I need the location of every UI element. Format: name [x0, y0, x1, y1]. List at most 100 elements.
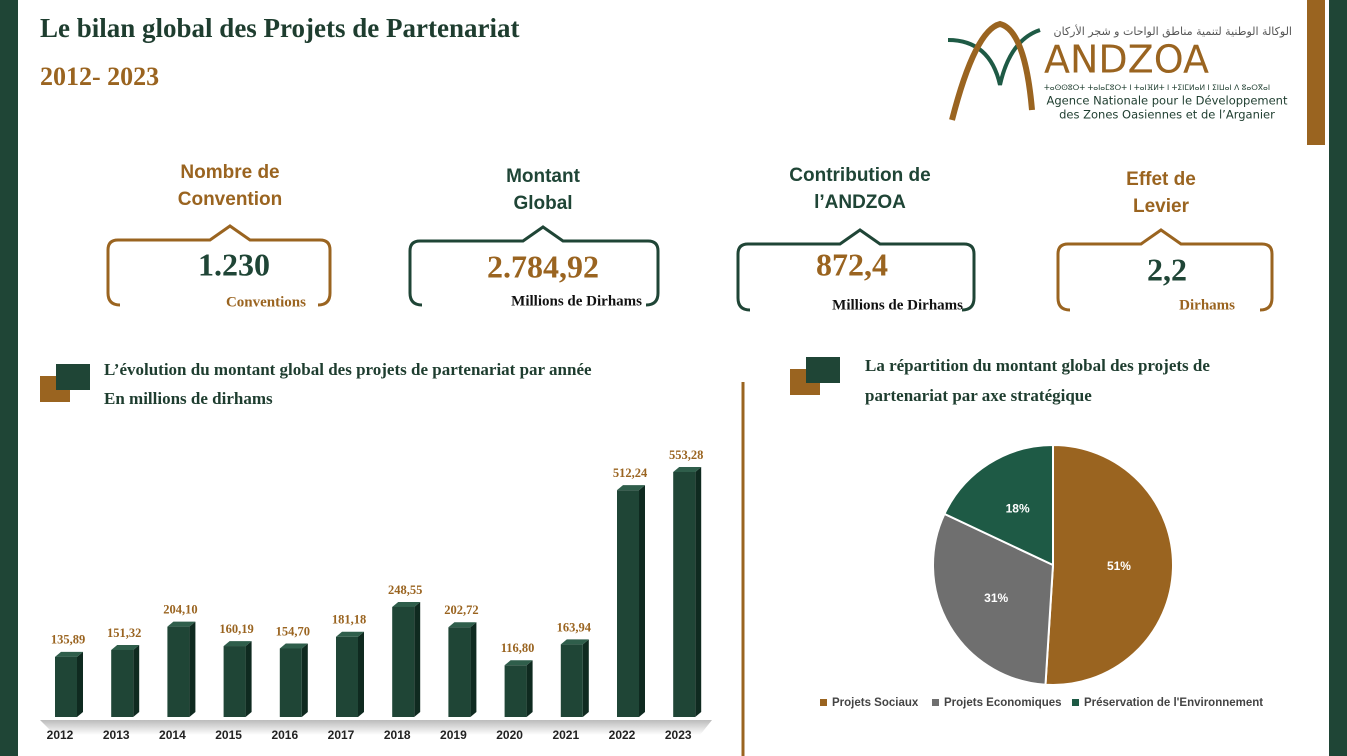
logo-name: ANDZOA [1044, 38, 1209, 82]
bar [223, 646, 246, 717]
x-tick-label: 2021 [552, 728, 579, 742]
pie-slice [943, 443, 1054, 567]
page-title: Le bilan global des Projets de Partenari… [40, 13, 519, 43]
legend-swatch [1072, 699, 1079, 706]
bar-side [245, 641, 252, 717]
chart-title: La répartition du montant global des pro… [865, 356, 1210, 375]
kpi-label: Convention [178, 189, 283, 210]
legend-label: Projets Sociaux [832, 697, 919, 709]
bar-top [55, 651, 83, 657]
pie-slice [1044, 443, 1175, 686]
value-label: 135,89 [51, 633, 85, 647]
value-label: 160,19 [219, 622, 253, 636]
value-label: 116,80 [501, 641, 535, 655]
x-tick-label: 2019 [440, 728, 467, 742]
kpi-frame [408, 225, 660, 307]
x-tick-label: 2018 [384, 728, 411, 742]
bar-top [392, 601, 421, 607]
chart-title: partenariat par axe stratégique [865, 386, 1092, 405]
value-label: 18% [1006, 501, 1030, 515]
bar-side [414, 601, 421, 717]
value-label: 512,24 [613, 466, 648, 480]
x-tick-label: 2012 [47, 728, 74, 742]
value-label: 204,10 [163, 602, 197, 616]
legend-label: Préservation de l'Environnement [1084, 697, 1263, 709]
value-label: 163,94 [557, 620, 592, 634]
bar-side [133, 644, 140, 717]
bar [673, 472, 696, 717]
kpi-label: Montant [506, 166, 581, 187]
value-label: 51% [1107, 559, 1131, 573]
logo-arabic: الوكالة الوطنية لتنمية مناطق الواحات و ش… [1053, 24, 1292, 39]
bar [111, 649, 134, 717]
bar [167, 626, 190, 717]
bar-top [560, 639, 589, 645]
kpi-label: Contribution de [789, 165, 930, 186]
kpi-unit: Millions de Dirhams [511, 293, 642, 309]
logo-line: Agence Nationale pour le Développement [1047, 94, 1288, 108]
kpi-frame [106, 224, 332, 307]
bar [55, 656, 77, 717]
kpi-label: Global [513, 193, 572, 214]
bar-side [301, 643, 308, 717]
chart-title: L’évolution du montant global des projet… [104, 360, 592, 379]
bar-top [223, 641, 252, 647]
bar [336, 636, 358, 717]
bar-top [167, 621, 196, 627]
bar-side [526, 660, 533, 717]
logo: الوكالة الوطنية لتنمية مناطق الواحات و ش… [947, 20, 1292, 122]
kpi-label: Levier [1133, 196, 1190, 217]
kpi-value: 1.230 [198, 246, 270, 282]
bar-floor [40, 720, 712, 735]
logo-tifinagh: ⵜⴰⵙⵙⵓⵔⵜ ⵜⴰⵏⴰⵎⵓⵔⵜ ⵏ ⵜⴰⵏⴼⵍⵜ ⵏ ⵜⵉⵏⵎⵍⴰⵍ ⵏ ⵉⵏ… [1044, 83, 1270, 92]
value-label: 248,55 [388, 583, 422, 597]
x-tick-label: 2014 [159, 728, 186, 742]
logo-line: des Zones Oasiennes et de l’Arganier [1059, 108, 1275, 122]
x-tick-label: 2023 [665, 728, 692, 742]
bar-top [448, 622, 477, 628]
bar [448, 627, 471, 717]
bar-side [189, 621, 196, 717]
legend-label: Projets Economiques [944, 697, 1062, 709]
kpi-value: 2.784,92 [487, 248, 599, 284]
kpi-unit: Millions de Dirhams [832, 297, 963, 313]
bar-top [336, 631, 364, 637]
x-tick-label: 2017 [328, 728, 355, 742]
kpi-frame [736, 228, 976, 312]
bar [504, 665, 527, 717]
value-label: 553,28 [669, 448, 703, 462]
heading-icon [806, 357, 840, 383]
bar-top [617, 485, 645, 491]
value-label: 181,18 [332, 613, 366, 627]
value-label: 151,32 [107, 626, 141, 640]
kpi-value: 2,2 [1147, 251, 1187, 287]
x-tick-label: 2022 [609, 728, 636, 742]
bar [392, 606, 415, 717]
kpi-value: 872,4 [816, 246, 888, 282]
value-label: 202,72 [444, 603, 478, 617]
pie-slice [932, 512, 1055, 686]
kpi-unit: Dirhams [1179, 297, 1235, 313]
heading-icon [56, 364, 90, 390]
value-label: 31% [984, 591, 1008, 605]
kpi-unit: Conventions [226, 294, 306, 310]
kpi-frame [1056, 228, 1274, 312]
legend-swatch [932, 699, 939, 706]
bar-side [470, 622, 477, 717]
logo-mark [949, 20, 1035, 121]
value-label: 154,70 [276, 624, 310, 638]
period: 2012- 2023 [40, 62, 159, 91]
bar-top [673, 467, 702, 472]
logo-mark [947, 28, 1041, 86]
right-border [1329, 0, 1347, 756]
x-tick-label: 2016 [271, 728, 298, 742]
kpi-label: Effet de [1126, 169, 1196, 190]
kpi-label: l’ANDZOA [814, 192, 906, 213]
x-tick-label: 2013 [103, 728, 130, 742]
bar [617, 490, 639, 717]
bar-side [639, 485, 645, 717]
bar-top [504, 660, 533, 666]
kpi-label: Nombre de [180, 162, 279, 183]
bar-top [111, 644, 140, 650]
x-tick-label: 2015 [215, 728, 242, 742]
